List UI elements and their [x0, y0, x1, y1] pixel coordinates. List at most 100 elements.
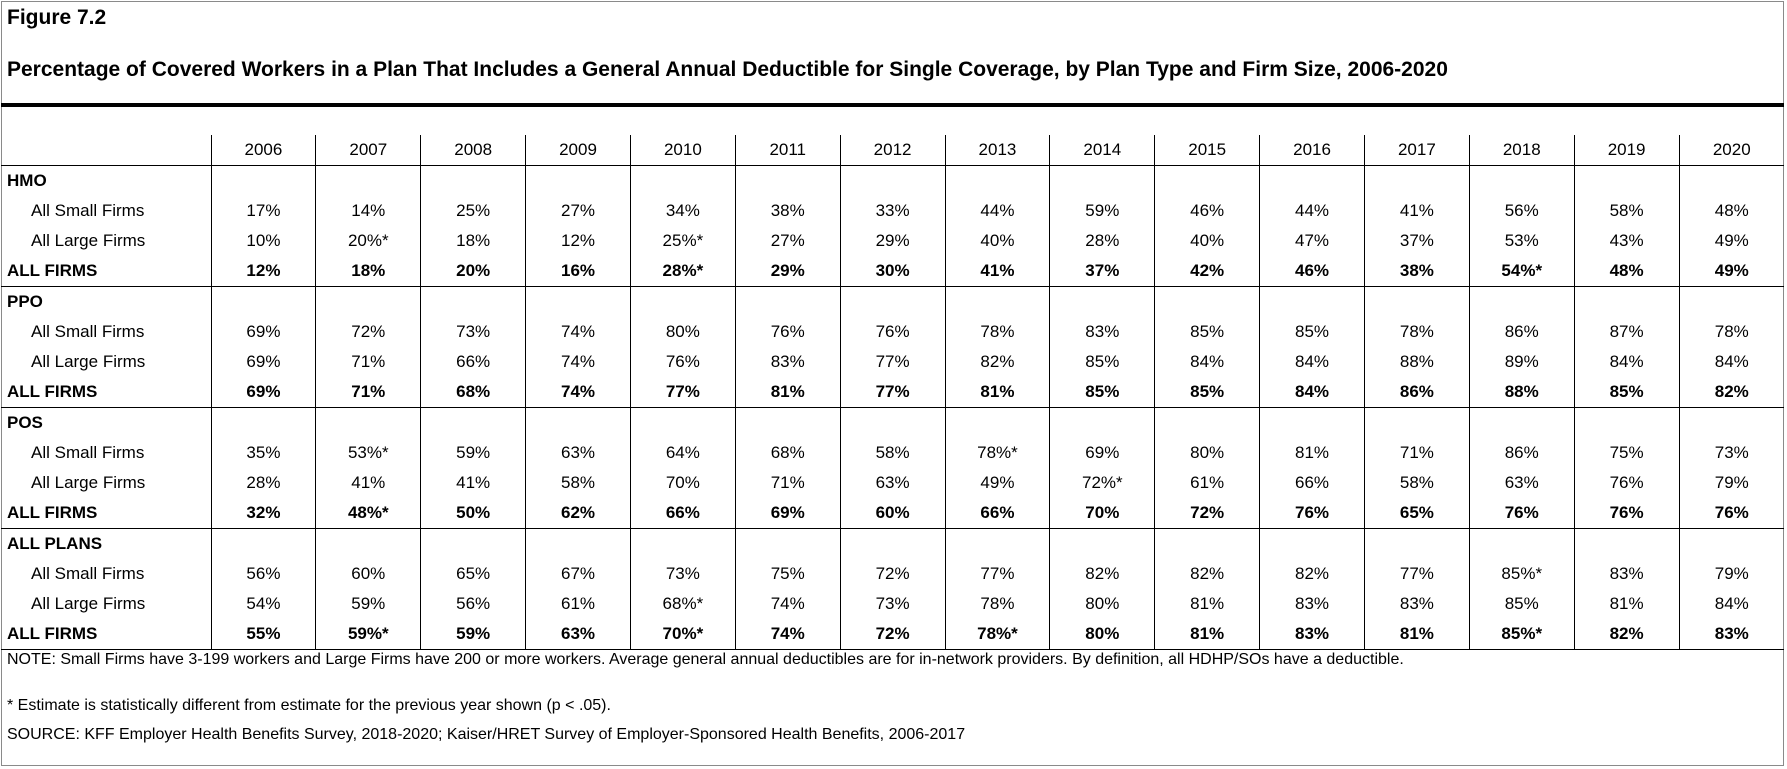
row-label: All Large Firms	[31, 352, 146, 371]
column-header-2013: 2013	[944, 135, 1050, 166]
empty-cell	[525, 407, 631, 438]
empty-cell	[944, 165, 1050, 196]
data-cell: 71%	[315, 347, 421, 377]
data-cell: 84%	[1259, 347, 1365, 377]
empty-cell	[420, 407, 526, 438]
data-table: 2006 2007 2008 2009 2010 2011 2012 2013 2014 2015…	[1, 135, 1784, 650]
data-cell: 78%	[1678, 317, 1784, 347]
data-cell: 69%	[1049, 438, 1155, 468]
data-cell: 88%	[1363, 347, 1470, 377]
data-cell: 58%	[525, 468, 631, 498]
data-cell: 34%	[629, 196, 736, 226]
table-row: ALL FIRMS 55% 59%* 59% 63% 70%* 74% 72% 78%* 80% 8…	[1, 619, 1784, 650]
empty-cell	[1049, 407, 1155, 438]
data-cell: 85%*	[1468, 619, 1575, 650]
column-header-2014: 2014	[1049, 135, 1155, 166]
data-cell: 74%	[525, 377, 631, 408]
empty-cell	[420, 286, 526, 317]
empty-cell	[1049, 165, 1155, 196]
empty-cell	[525, 165, 631, 196]
table-row: All Small Firms 17% 14% 25% 27% 34% 38% 33% 44% 5…	[1, 196, 1784, 226]
empty-cell	[629, 165, 736, 196]
row-label: All Large Firms	[31, 473, 146, 492]
data-cell: 81%	[1363, 619, 1470, 650]
empty-cell	[1363, 528, 1470, 559]
empty-cell	[1154, 165, 1260, 196]
data-cell: 63%	[525, 619, 631, 650]
row-label: ALL FIRMS	[7, 503, 98, 522]
empty-cell	[1468, 407, 1575, 438]
data-cell: 77%	[629, 377, 736, 408]
row-label: ALL FIRMS	[1, 619, 211, 650]
figure-label: Figure 7.2	[7, 6, 107, 29]
data-cell: 77%	[839, 377, 946, 408]
data-cell: 73%	[839, 589, 946, 619]
empty-cell	[734, 407, 841, 438]
table-row: All Small Firms 56% 60% 65% 67% 73% 75% 72% 77% 8…	[1, 559, 1784, 589]
column-header-2015: 2015	[1154, 135, 1260, 166]
data-cell: 68%	[420, 377, 526, 408]
data-cell: 62%	[525, 498, 631, 529]
data-cell: 81%	[944, 377, 1050, 408]
empty-cell	[1154, 407, 1260, 438]
empty-cell	[1573, 286, 1680, 317]
data-cell: 84%	[1259, 377, 1365, 408]
data-cell: 80%	[1049, 619, 1155, 650]
empty-cell	[734, 286, 841, 317]
empty-cell	[629, 528, 736, 559]
data-cell: 81%	[1573, 589, 1680, 619]
data-cell: 64%	[629, 438, 736, 468]
data-cell: 56%	[210, 559, 316, 589]
data-cell: 84%	[1573, 347, 1680, 377]
header-row: 2006 2007 2008 2009 2010 2011 2012 2013 2014 2015…	[1, 135, 1784, 166]
data-cell: 76%	[734, 317, 841, 347]
empty-cell	[1573, 165, 1680, 196]
data-cell: 78%*	[944, 438, 1050, 468]
data-cell: 83%	[1573, 559, 1680, 589]
data-cell: 67%	[525, 559, 631, 589]
table-row: ALL FIRMS 32% 48%* 50% 62% 66% 69% 60% 66% 70% 72%…	[1, 498, 1784, 529]
data-cell: 82%	[944, 347, 1050, 377]
empty-cell	[1468, 286, 1575, 317]
empty-cell	[210, 286, 316, 317]
column-header-2010: 2010	[629, 135, 736, 166]
empty-cell	[734, 165, 841, 196]
data-cell: 40%	[944, 226, 1050, 256]
data-cell: 28%	[210, 468, 316, 498]
empty-cell	[210, 407, 316, 438]
table-row: All Small Firms 69% 72% 73% 74% 80% 76% 76% 78% 8…	[1, 317, 1784, 347]
empty-cell	[839, 528, 946, 559]
data-cell: 58%	[1573, 196, 1680, 226]
data-cell: 81%	[1259, 438, 1365, 468]
data-cell: 44%	[1259, 196, 1365, 226]
row-label: All Small Firms	[31, 201, 145, 220]
data-cell: 60%	[315, 559, 421, 589]
section-label: ALL PLANS	[1, 528, 211, 559]
empty-cell	[944, 528, 1050, 559]
data-cell: 78%*	[944, 619, 1050, 650]
empty-cell	[1678, 165, 1784, 196]
data-cell: 83%	[1259, 589, 1365, 619]
data-cell: 41%	[1363, 196, 1470, 226]
data-cell: 33%	[839, 196, 946, 226]
empty-cell	[210, 528, 316, 559]
data-cell: 14%	[315, 196, 421, 226]
data-cell: 82%	[1049, 559, 1155, 589]
data-cell: 18%	[315, 256, 421, 287]
data-cell: 79%	[1678, 559, 1784, 589]
data-cell: 49%	[1678, 226, 1784, 256]
data-cell: 38%	[1363, 256, 1470, 287]
title-rule	[1, 103, 1784, 107]
empty-cell	[1573, 528, 1680, 559]
empty-cell	[525, 528, 631, 559]
empty-cell	[1573, 407, 1680, 438]
data-cell: 53%*	[315, 438, 421, 468]
empty-cell	[1678, 407, 1784, 438]
data-cell: 72%	[315, 317, 421, 347]
empty-cell	[734, 528, 841, 559]
row-label: All Large Firms	[31, 594, 146, 613]
table-row: All Large Firms 69% 71% 66% 74% 76% 83% 77% 82% 8…	[1, 347, 1784, 377]
data-cell: 68%	[734, 438, 841, 468]
column-header-2006: 2006	[210, 135, 316, 166]
data-cell: 88%	[1468, 377, 1575, 408]
